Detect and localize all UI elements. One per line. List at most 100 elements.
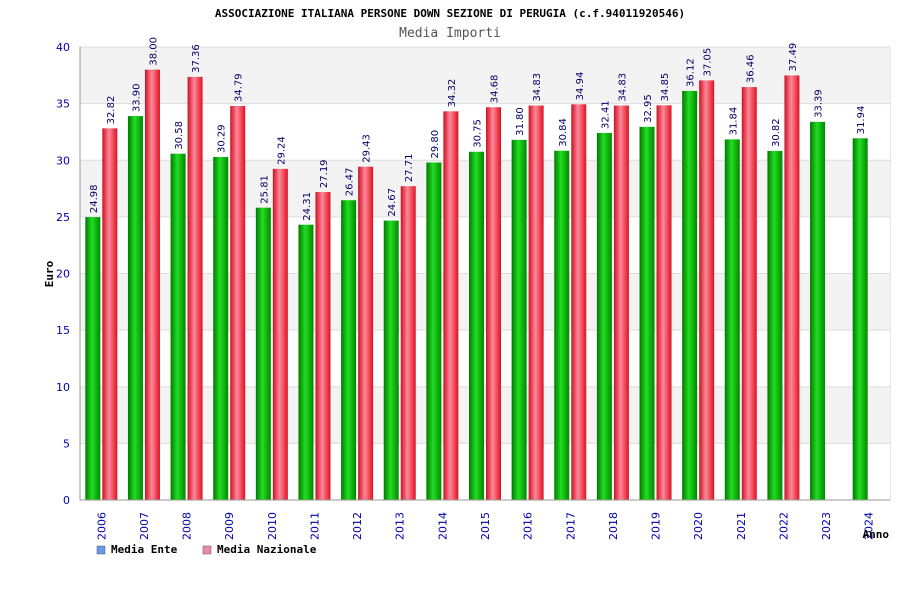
legend-swatch-media-nazionale xyxy=(202,545,212,555)
bar-media-ente xyxy=(469,151,484,500)
data-label: 34.83 xyxy=(617,73,628,102)
bar-media-ente xyxy=(255,207,271,500)
data-label: 30.58 xyxy=(174,121,185,150)
x-tick-label: 2014 xyxy=(436,512,449,540)
x-tick-label: 2009 xyxy=(223,512,236,540)
data-label: 32.95 xyxy=(643,94,654,123)
x-tick-label: 2022 xyxy=(777,512,790,540)
bar-media-ente xyxy=(852,138,868,501)
chart-subtitle: Media Importi xyxy=(399,26,501,41)
data-label: 29.80 xyxy=(430,130,441,159)
data-label: 30.82 xyxy=(771,118,782,147)
data-label: 31.84 xyxy=(728,107,739,136)
data-label: 24.67 xyxy=(387,188,398,217)
y-tick-label: 15 xyxy=(56,324,70,337)
x-tick-label: 2024 xyxy=(863,512,876,540)
data-label: 34.83 xyxy=(532,73,543,102)
bar-media-ente xyxy=(511,139,527,501)
x-tick-label: 2021 xyxy=(735,512,748,540)
data-label: 38.00 xyxy=(148,37,159,66)
bars-layer: 24.98 32.82 33.90 38.00 30.58 37.36 30.29 34.79… xyxy=(85,37,868,501)
data-label: 34.68 xyxy=(490,75,501,104)
data-label: 32.41 xyxy=(600,100,611,129)
x-tick-label: 2018 xyxy=(607,512,620,540)
data-label: 37.49 xyxy=(788,43,799,72)
data-label: 33.39 xyxy=(814,89,825,118)
bar-media-nazionale xyxy=(528,105,544,501)
x-axis-label: Anno xyxy=(863,528,890,541)
bar-media-nazionale xyxy=(571,104,587,500)
y-tick-label: 35 xyxy=(56,98,70,111)
bar-media-ente xyxy=(426,162,442,500)
bar-media-ente xyxy=(298,224,314,500)
legend-label-media-ente: Media Ente xyxy=(111,543,178,556)
y-tick-label: 0 xyxy=(63,494,70,507)
y-tick-label: 25 xyxy=(56,211,70,224)
y-axis: 0 5 10 15 20 25 30 35 40 xyxy=(56,41,81,507)
x-tick-label: 2012 xyxy=(351,512,364,540)
y-axis-label: Euro xyxy=(43,260,56,287)
bar-media-nazionale xyxy=(144,69,160,501)
bar-media-nazionale xyxy=(400,186,416,500)
y-tick-label: 40 xyxy=(56,41,70,54)
legend: Media Ente Media Nazionale xyxy=(96,543,317,556)
bar-media-nazionale xyxy=(486,107,501,501)
data-label: 30.75 xyxy=(473,119,484,148)
bar-media-ente xyxy=(554,150,570,500)
x-tick-label: 2017 xyxy=(564,512,577,540)
bar-media-ente xyxy=(85,217,101,500)
data-label: 27.19 xyxy=(319,159,330,188)
data-label: 30.29 xyxy=(217,124,228,153)
bar-media-nazionale xyxy=(102,128,118,500)
data-label: 33.90 xyxy=(131,83,142,112)
bar-media-ente xyxy=(639,126,655,500)
x-axis: 2006 2007 2008 2009 2010 2011 2012 2013 2014 2015… xyxy=(80,499,890,540)
data-label: 24.31 xyxy=(302,192,313,221)
data-label: 29.24 xyxy=(276,136,287,165)
x-tick-label: 2013 xyxy=(394,512,407,540)
bar-media-nazionale xyxy=(613,105,629,501)
data-label: 29.43 xyxy=(362,134,373,163)
bar-media-nazionale xyxy=(272,168,288,500)
y-tick-label: 30 xyxy=(56,154,70,167)
chart-title: ASSOCIAZIONE ITALIANA PERSONE DOWN SEZIO… xyxy=(215,7,685,20)
bar-media-nazionale xyxy=(358,166,374,500)
legend-swatch-media-ente xyxy=(96,545,106,555)
bar-media-nazionale xyxy=(656,105,672,500)
x-tick-label: 2020 xyxy=(692,512,705,540)
bar-media-ente xyxy=(127,116,143,501)
bar-media-ente xyxy=(596,132,612,500)
bar-media-nazionale xyxy=(315,192,331,501)
data-label: 31.80 xyxy=(515,107,526,136)
bar-media-ente xyxy=(682,90,698,500)
data-label: 34.32 xyxy=(447,79,458,108)
x-tick-label: 2011 xyxy=(308,512,321,540)
bar-media-ente xyxy=(810,121,826,501)
bar-media-nazionale xyxy=(443,111,459,501)
y-tick-label: 10 xyxy=(56,381,70,394)
bar-media-ente xyxy=(341,200,357,501)
x-tick-label: 2016 xyxy=(522,512,535,540)
bar-media-nazionale xyxy=(784,75,800,500)
y-tick-label: 5 xyxy=(63,437,70,450)
x-tick-label: 2008 xyxy=(181,512,194,540)
bar-media-ente xyxy=(170,153,186,500)
x-tick-label: 2023 xyxy=(820,512,833,540)
bar-media-ente xyxy=(767,150,783,500)
data-label: 26.47 xyxy=(345,168,356,197)
data-label: 30.84 xyxy=(558,118,569,147)
data-label: 34.94 xyxy=(575,72,586,101)
data-label: 36.46 xyxy=(745,54,756,83)
bar-media-nazionale xyxy=(187,76,203,500)
data-label: 31.94 xyxy=(856,106,867,135)
data-label: 25.81 xyxy=(259,175,270,204)
data-label: 34.79 xyxy=(234,73,245,102)
data-label: 27.71 xyxy=(404,154,415,183)
bar-media-ente xyxy=(383,220,399,500)
x-tick-label: 2010 xyxy=(266,512,279,540)
data-label: 37.36 xyxy=(191,44,202,73)
bar-media-ente xyxy=(724,139,740,501)
data-label: 36.12 xyxy=(686,58,697,87)
